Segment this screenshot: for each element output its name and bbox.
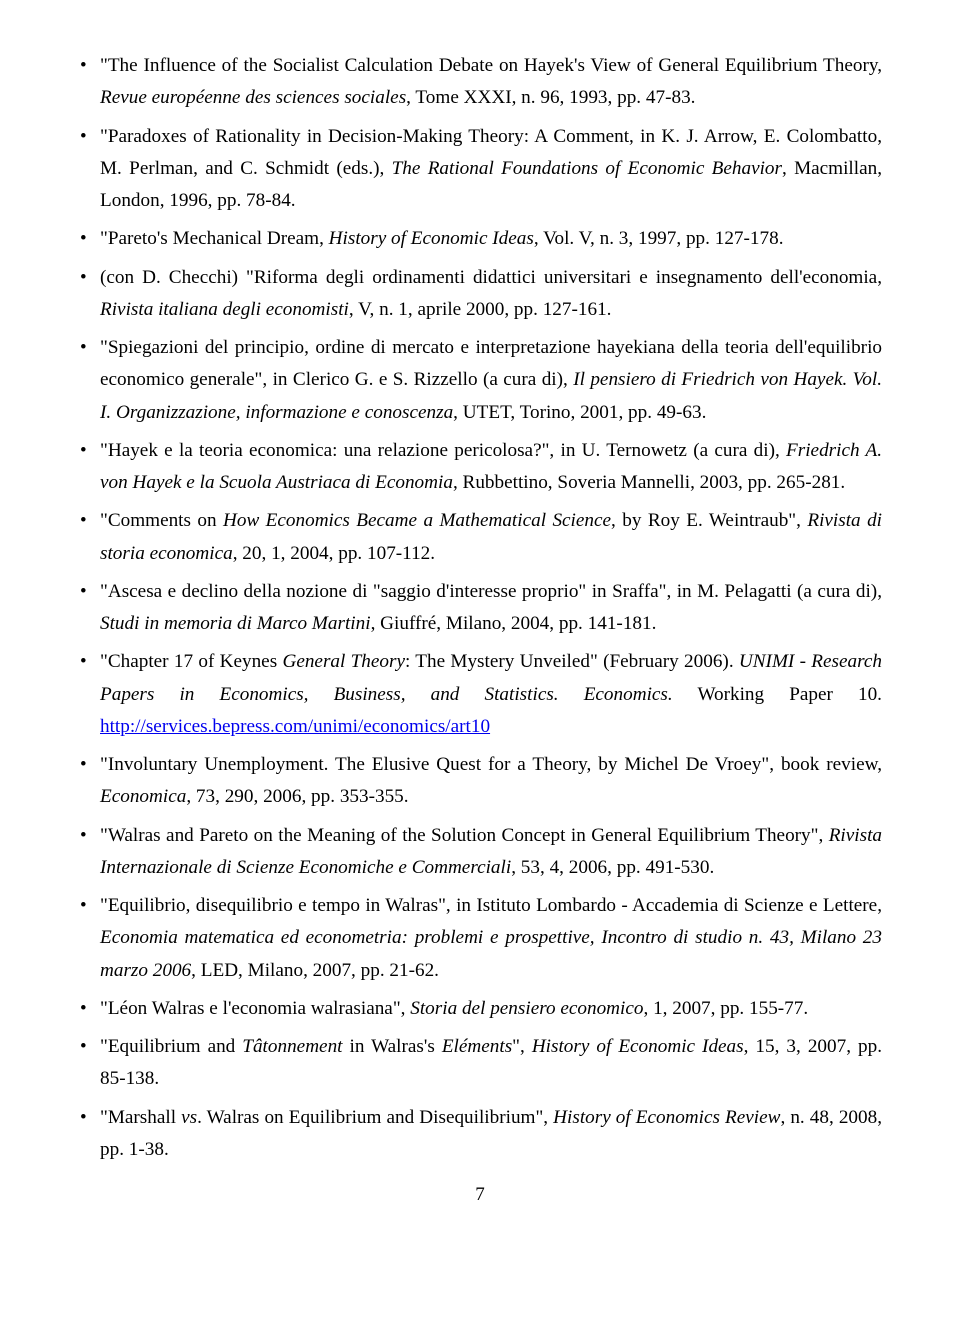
bibliography-entry: "Walras and Pareto on the Meaning of the…: [78, 820, 882, 885]
bibliography-entry: "Involuntary Unemployment. The Elusive Q…: [78, 749, 882, 814]
italic-text: Economia matematica ed econometria: prob…: [100, 927, 882, 980]
italic-text: UNIMI - Research Papers in Economics, Bu…: [100, 651, 882, 704]
bibliography-entry: "Chapter 17 of Keynes General Theory: Th…: [78, 646, 882, 743]
italic-text: vs: [181, 1107, 197, 1128]
bibliography-entry: "Paradoxes of Rationality in Decision-Ma…: [78, 121, 882, 218]
italic-text: Storia del pensiero economico: [410, 998, 643, 1019]
bibliography-entry: "Ascesa e declino della nozione di "sagg…: [78, 576, 882, 641]
italic-text: Economica: [100, 786, 186, 807]
bibliography-entry: "Léon Walras e l'economia walrasiana", S…: [78, 993, 882, 1025]
italic-text: Friedrich A. von Hayek e la Scuola Austr…: [100, 440, 882, 493]
bibliography-entry: "Pareto's Mechanical Dream, History of E…: [78, 223, 882, 255]
bibliography-entry: (con D. Checchi) "Riforma degli ordiname…: [78, 262, 882, 327]
italic-text: History of Economics Review: [553, 1107, 780, 1128]
bibliography-entry: "Equilibrio, disequilibrio e tempo in Wa…: [78, 890, 882, 987]
bibliography-entry: "Hayek e la teoria economica: una relazi…: [78, 435, 882, 500]
bibliography-entry: "Comments on How Economics Became a Math…: [78, 505, 882, 570]
page-number: 7: [78, 1184, 882, 1206]
bibliography-entry: "The Influence of the Socialist Calculat…: [78, 50, 882, 115]
bibliography-entry: "Marshall vs. Walras on Equilibrium and …: [78, 1102, 882, 1167]
bibliography-list: "The Influence of the Socialist Calculat…: [78, 50, 882, 1166]
bibliography-entry: "Equilibrium and Tâtonnement in Walras's…: [78, 1031, 882, 1096]
italic-text: Revue européenne des sciences sociales: [100, 87, 406, 108]
italic-text: The Rational Foundations of Economic Beh…: [392, 158, 782, 179]
italic-text: Eléments: [442, 1036, 512, 1057]
italic-text: History of Economic Ideas: [532, 1036, 744, 1057]
document-page: "The Influence of the Socialist Calculat…: [0, 0, 960, 1236]
italic-text: Il pensiero di Friedrich von Hayek. Vol.…: [100, 369, 882, 422]
italic-text: Tâtonnement: [242, 1036, 342, 1057]
italic-text: How Economics Became a Mathematical Scie…: [223, 510, 611, 531]
italic-text: General Theory: [282, 651, 405, 672]
italic-text: Studi in memoria di Marco Martini: [100, 613, 371, 634]
italic-text: Rivista italiana degli economisti: [100, 299, 349, 320]
italic-text: History of Economic Ideas: [329, 228, 534, 249]
bibliography-entry: "Spiegazioni del principio, ordine di me…: [78, 332, 882, 429]
reference-link[interactable]: http://services.bepress.com/unimi/econom…: [100, 716, 490, 737]
italic-text: Rivista Internazionale di Scienze Econom…: [100, 825, 882, 878]
